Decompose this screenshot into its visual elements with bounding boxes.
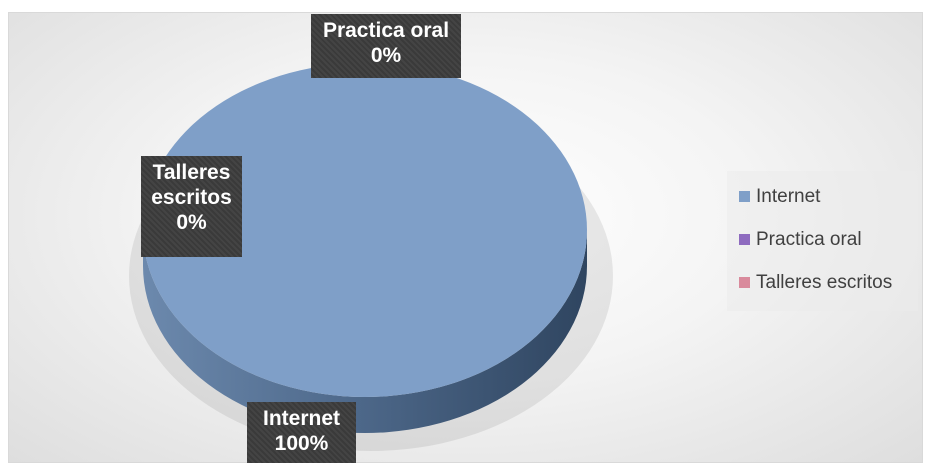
- legend-label: Practica oral: [756, 228, 862, 250]
- data-label-internet: Internet 100%: [247, 402, 356, 463]
- data-label-name: Internet: [262, 407, 340, 430]
- legend-swatch: [739, 234, 750, 245]
- data-label-name: Practica oral: [322, 19, 450, 42]
- pie-slice-internet: [143, 63, 587, 397]
- legend-swatch: [739, 277, 750, 288]
- legend-item-internet: Internet: [727, 185, 918, 208]
- legend: Internet Practica oral Talleres escritos: [727, 171, 918, 311]
- data-label-name-line2: escritos: [151, 186, 232, 209]
- legend-item-practica-oral: Practica oral: [727, 228, 918, 251]
- legend-label: Internet: [756, 185, 821, 207]
- data-label-name-line1: Talleres: [152, 161, 231, 184]
- data-label-value: 100%: [274, 432, 329, 455]
- pie-side: [143, 230, 587, 433]
- legend-item-talleres-escritos: Talleres escritos: [727, 271, 918, 294]
- legend-swatch: [739, 191, 750, 202]
- data-label-value: 0%: [370, 44, 402, 67]
- legend-label: Talleres escritos: [756, 271, 893, 293]
- data-label-value: 0%: [176, 211, 207, 234]
- data-label-practica-oral: Practica oral 0%: [311, 14, 461, 78]
- data-label-talleres-escritos: Talleres escritos 0%: [141, 156, 242, 257]
